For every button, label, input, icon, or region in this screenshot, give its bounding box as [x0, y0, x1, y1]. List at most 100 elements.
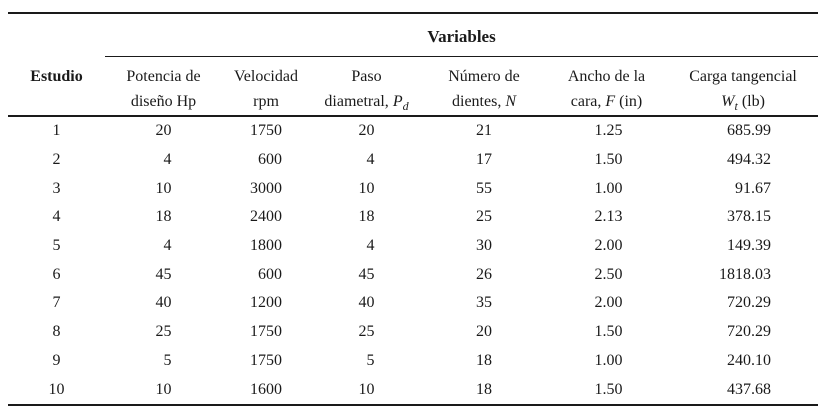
cell-value: 55	[476, 179, 492, 197]
cell-velocidad: 1800	[222, 232, 310, 261]
cell-value: 10	[155, 380, 172, 398]
cell-estudio: 9	[8, 347, 105, 376]
cell-value: 25	[358, 323, 375, 341]
cell-value: 6	[52, 265, 61, 283]
cell-potencia: 40	[105, 289, 222, 318]
cell-value: 1600	[250, 380, 282, 398]
cell-value: 378.15	[727, 208, 772, 226]
cell-value: 1750	[250, 122, 282, 140]
cell-estudio: 5	[8, 232, 105, 261]
cell-paso: 10	[310, 375, 423, 406]
cell-value: 45	[155, 265, 172, 283]
cell-potencia: 25	[105, 318, 222, 347]
cell-value: 720.29	[727, 294, 772, 312]
cell-value: 8	[52, 323, 61, 341]
cell-value: 91.67	[735, 179, 772, 197]
cell-value: 30	[476, 237, 492, 255]
cell-value: 1800	[250, 237, 282, 255]
cell-value: 18	[476, 351, 492, 369]
cell-ancho: 1.00	[545, 347, 668, 376]
cell-value: 5	[366, 351, 375, 369]
cell-value: 1.00	[594, 351, 623, 369]
cell-value: 10	[48, 380, 65, 398]
cell-value: 1.25	[594, 122, 623, 140]
cell-velocidad: 1200	[222, 289, 310, 318]
cell-value: 18	[358, 208, 375, 226]
cell-potencia: 5	[105, 347, 222, 376]
cell-carga: 720.29	[668, 318, 818, 347]
table-row: 5 4 1800 4 30 2.00 149.39	[8, 232, 818, 261]
cell-carga: 1818.03	[668, 260, 818, 289]
cell-value: 2400	[250, 208, 282, 226]
cell-value: 10	[155, 179, 172, 197]
cell-value: 4	[366, 151, 375, 169]
cell-ancho: 1.50	[545, 146, 668, 175]
cell-dientes: 21	[423, 116, 545, 146]
cell-value: 45	[358, 265, 375, 283]
table-row: 3 10 3000 10 55 1.00 91.67	[8, 174, 818, 203]
cell-paso: 4	[310, 146, 423, 175]
col-header-ancho: Ancho de la cara, F (in)	[545, 56, 668, 117]
cell-potencia: 18	[105, 203, 222, 232]
cell-paso: 45	[310, 260, 423, 289]
cell-value: 685.99	[727, 122, 772, 140]
col-header-potencia: Potencia de diseño Hp	[105, 56, 222, 117]
cell-value: 149.39	[727, 237, 772, 255]
cell-estudio: 2	[8, 146, 105, 175]
cell-ancho: 1.50	[545, 318, 668, 347]
cell-dientes: 17	[423, 146, 545, 175]
cell-value: 1750	[250, 323, 282, 341]
cell-value: 18	[476, 380, 492, 398]
col-header-paso: Paso diametral, Pd	[310, 56, 423, 117]
cell-value: 3	[52, 179, 61, 197]
cell-velocidad: 1600	[222, 375, 310, 406]
cell-ancho: 1.50	[545, 375, 668, 406]
cell-value: 720.29	[727, 323, 772, 341]
cell-carga: 240.10	[668, 347, 818, 376]
cell-paso: 18	[310, 203, 423, 232]
cell-velocidad: 1750	[222, 318, 310, 347]
study-variables-table: Variables Estudio Potencia de diseño Hp …	[8, 12, 819, 406]
cell-dientes: 35	[423, 289, 545, 318]
cell-value: 20	[476, 323, 492, 341]
cell-ancho: 1.25	[545, 116, 668, 146]
cell-velocidad: 2400	[222, 203, 310, 232]
cell-velocidad: 3000	[222, 174, 310, 203]
cell-ancho: 1.00	[545, 174, 668, 203]
cell-value: 600	[258, 265, 282, 283]
table-row: 8 25 1750 25 20 1.50 720.29	[8, 318, 818, 347]
variables-group-header: Variables	[105, 12, 819, 57]
cell-value: 5	[163, 351, 172, 369]
cell-carga: 149.39	[668, 232, 818, 261]
cell-dientes: 26	[423, 260, 545, 289]
col-header-dientes: Número de dientes, N	[423, 56, 545, 117]
table-row: 7 40 1200 40 35 2.00 720.29	[8, 289, 818, 318]
cell-value: 494.32	[727, 151, 772, 169]
cell-value: 5	[52, 237, 61, 255]
table-body: 1 20 1750 20 21 1.25 685.99 2 4 600 4 17 1.50 494.32 3…	[8, 116, 819, 406]
cell-value: 1750	[250, 351, 282, 369]
cell-value: 17	[476, 151, 492, 169]
table-row: 9 5 1750 5 18 1.00 240.10	[8, 347, 818, 376]
cell-value: 240.10	[727, 351, 772, 369]
cell-value: 7	[52, 294, 61, 312]
cell-value: 2.00	[594, 237, 623, 255]
cell-value: 35	[476, 294, 492, 312]
cell-value: 9	[52, 351, 61, 369]
cell-dientes: 55	[423, 174, 545, 203]
cell-carga: 720.29	[668, 289, 818, 318]
table-row: 10 10 1600 10 18 1.50 437.68	[8, 375, 819, 406]
cell-estudio: 4	[8, 203, 105, 232]
cell-potencia: 10	[105, 375, 222, 406]
cell-estudio: 1	[8, 116, 105, 146]
corner-cell	[8, 12, 105, 57]
cell-ancho: 2.00	[545, 289, 668, 318]
cell-potencia: 20	[105, 116, 222, 146]
cell-dientes: 18	[423, 347, 545, 376]
table-row: 6 45 600 45 26 2.50 1818.03	[8, 260, 818, 289]
cell-velocidad: 1750	[222, 116, 310, 146]
cell-value: 1.50	[594, 380, 623, 398]
cell-carga: 91.67	[668, 174, 818, 203]
cell-value: 4	[52, 208, 61, 226]
